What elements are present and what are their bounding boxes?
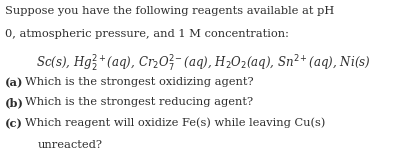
Text: Sc(s), Hg$_2^{2+}$(aq), Cr$_2$O$_7^{2-}$(aq), H$_2$O$_2$(aq), Sn$^{2+}$(aq), Ni(: Sc(s), Hg$_2^{2+}$(aq), Cr$_2$O$_7^{2-}$… bbox=[36, 54, 370, 74]
Text: unreacted?: unreacted? bbox=[38, 140, 103, 150]
Text: 0, atmospheric pressure, and 1 M concentration:: 0, atmospheric pressure, and 1 M concent… bbox=[5, 29, 289, 39]
Text: Suppose you have the following reagents available at pH: Suppose you have the following reagents … bbox=[5, 6, 334, 16]
Text: (b): (b) bbox=[5, 97, 24, 108]
Text: (a): (a) bbox=[5, 77, 23, 88]
Text: (c): (c) bbox=[5, 118, 23, 129]
Text: Which is the strongest oxidizing agent?: Which is the strongest oxidizing agent? bbox=[25, 77, 254, 87]
Text: Which reagent will oxidize Fe(s) while leaving Cu(s): Which reagent will oxidize Fe(s) while l… bbox=[25, 118, 326, 128]
Text: Which is the strongest reducing agent?: Which is the strongest reducing agent? bbox=[25, 97, 254, 107]
